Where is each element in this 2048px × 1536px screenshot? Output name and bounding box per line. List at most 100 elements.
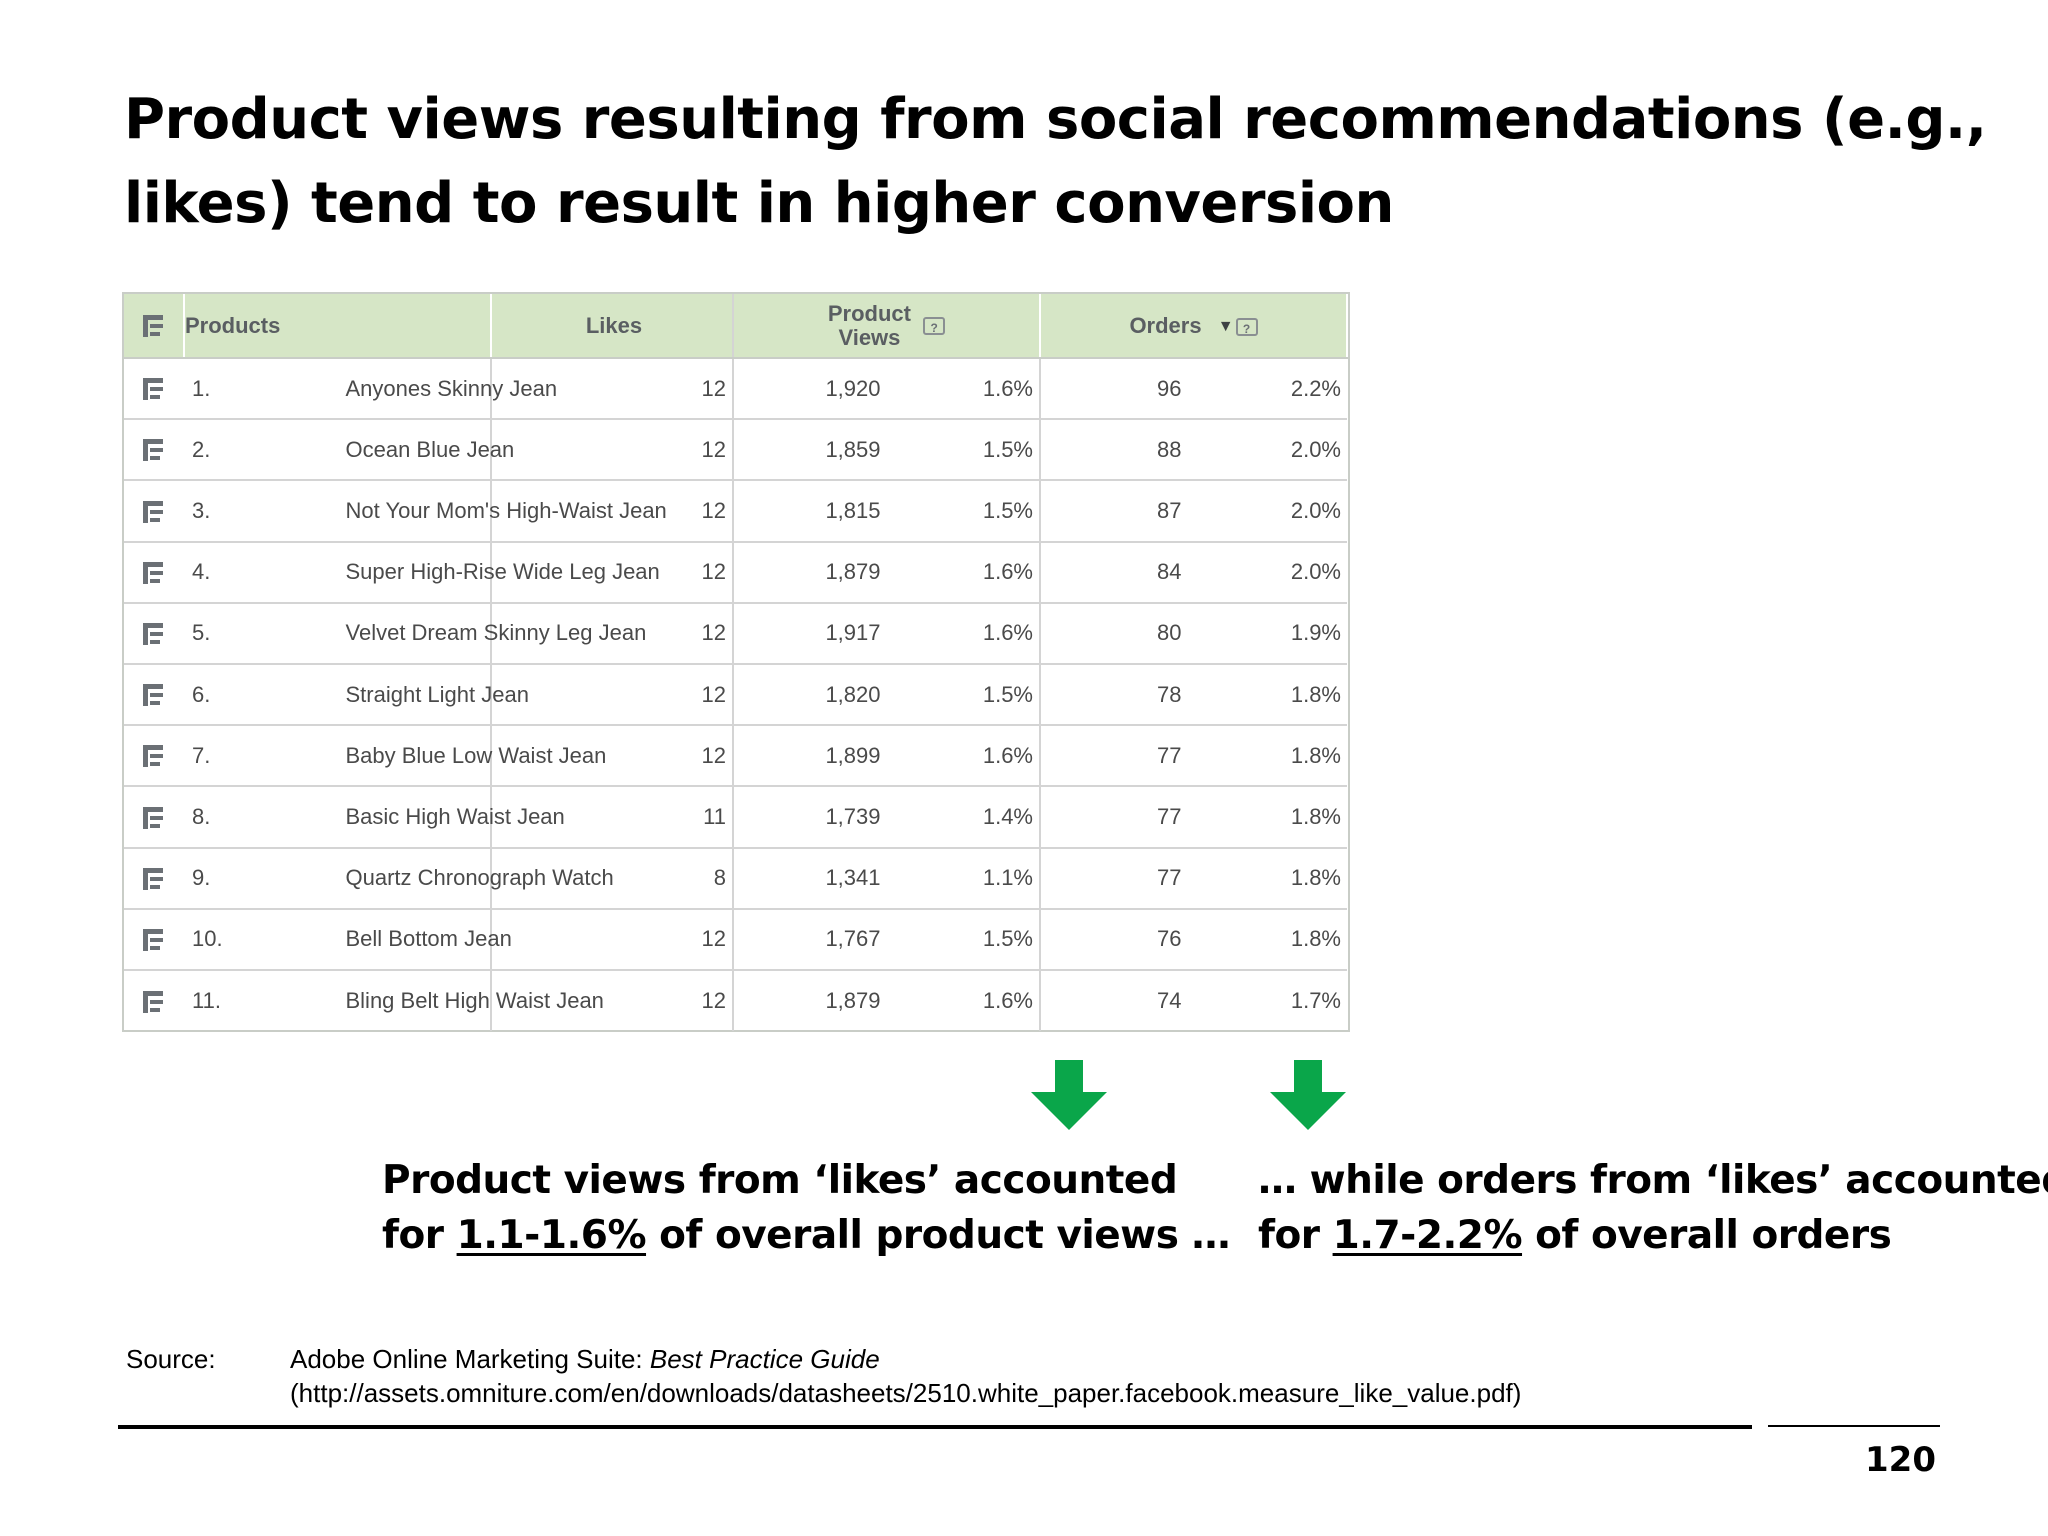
callout-views-line2: for 1.1-1.6% of overall product views …	[382, 1208, 1231, 1263]
row-breakdown-cell[interactable]	[124, 970, 184, 1031]
breakdown-tree-icon[interactable]	[141, 805, 167, 831]
product-views-percent: 1.6%	[886, 541, 1041, 604]
product-name[interactable]: Not Your Mom's High-Waist Jean	[337, 480, 667, 543]
table-header-row: Products Likes Product Views ? Orders ▼?	[124, 294, 1348, 359]
row-number: 6.	[184, 663, 338, 727]
table-row[interactable]: 9. Quartz Chronograph Watch 8 1,341 1.1% 77 1.…	[124, 847, 1347, 910]
likes-count: 12	[491, 480, 734, 543]
row-number: 7.	[184, 725, 338, 788]
breakdown-tree-icon[interactable]	[141, 437, 167, 463]
callout-views-suffix: of overall product views …	[646, 1213, 1231, 1258]
product-name[interactable]: Ocean Blue Jean	[337, 419, 514, 482]
sort-descending-icon[interactable]: ▼	[1217, 317, 1234, 335]
product-name[interactable]: Anyones Skinny Jean	[337, 358, 557, 421]
header-orders[interactable]: Orders ▼?	[1040, 294, 1348, 359]
product-name[interactable]: Basic High Waist Jean	[337, 786, 565, 849]
product-name[interactable]: Bling Belt High Waist Jean	[337, 969, 604, 1032]
breakdown-tree-icon[interactable]	[141, 989, 167, 1015]
help-icon[interactable]: ?	[923, 316, 946, 335]
product-views-count: 1,820	[733, 663, 887, 727]
breakdown-tree-icon[interactable]	[141, 927, 167, 953]
callout-orders-line1: … while orders from ‘likes’ accounted	[1258, 1158, 2048, 1203]
product-views-percent: 1.6%	[886, 725, 1041, 788]
row-breakdown-cell[interactable]	[124, 786, 184, 849]
likes-count: 12	[491, 602, 734, 665]
table-row[interactable]: 7. Baby Blue Low Waist Jean 12 1,899 1.6% 77 1…	[124, 725, 1347, 788]
product-name[interactable]: Straight Light Jean	[337, 663, 529, 727]
header-breakdown-cell[interactable]	[124, 294, 185, 359]
header-product-views[interactable]: Product Views ?	[733, 294, 1041, 359]
product-views-count: 1,767	[733, 908, 887, 971]
header-likes[interactable]: Likes	[491, 294, 734, 359]
callout-product-views: Product views from ‘likes’ accounted for…	[382, 1153, 1231, 1263]
product-name[interactable]: Bell Bottom Jean	[337, 908, 512, 971]
orders-count: 87	[1040, 480, 1194, 543]
row-number: 10.	[184, 908, 338, 971]
breakdown-tree-icon[interactable]	[141, 743, 167, 769]
callout-orders-suffix: of overall orders	[1522, 1213, 1892, 1258]
callout-views-highlight: 1.1-1.6%	[456, 1213, 647, 1258]
table-row[interactable]: 8. Basic High Waist Jean 11 1,739 1.4% 77 1.8%	[124, 786, 1347, 849]
header-products[interactable]: Products	[184, 294, 492, 359]
source-label: Source:	[126, 1344, 216, 1374]
breakdown-tree-icon[interactable]	[141, 376, 167, 402]
likes-count: 12	[491, 541, 734, 604]
table-row[interactable]: 5. Velvet Dream Skinny Leg Jean 12 1,917 1.6…	[124, 602, 1347, 665]
orders-count: 96	[1040, 358, 1194, 421]
callout-views-prefix: for	[382, 1213, 457, 1258]
breakdown-tree-icon[interactable]	[141, 499, 167, 525]
table-row[interactable]: 6. Straight Light Jean 12 1,820 1.5% 78 1.8%	[124, 663, 1347, 727]
row-breakdown-cell[interactable]	[124, 419, 184, 482]
breakdown-tree-icon[interactable]	[141, 866, 167, 892]
source-document-title: Best Practice Guide	[649, 1344, 880, 1374]
row-number: 4.	[184, 541, 338, 604]
orders-percent: 1.8%	[1193, 786, 1347, 849]
table-row[interactable]: 2. Ocean Blue Jean 12 1,859 1.5% 88 2.0%	[124, 419, 1347, 482]
orders-percent: 2.0%	[1193, 419, 1347, 482]
header-product-views-line2: Views	[838, 324, 901, 350]
product-views-percent: 1.1%	[886, 847, 1041, 910]
help-icon[interactable]: ?	[1235, 317, 1258, 336]
orders-percent: 1.8%	[1193, 663, 1347, 727]
table-row[interactable]: 4. Super High-Rise Wide Leg Jean 12 1,879 1.…	[124, 541, 1347, 604]
orders-count: 77	[1040, 786, 1194, 849]
likes-count: 12	[491, 725, 734, 788]
source-publisher: Adobe Online Marketing Suite:	[290, 1344, 650, 1374]
product-name[interactable]: Baby Blue Low Waist Jean	[337, 725, 606, 788]
row-breakdown-cell[interactable]	[124, 725, 184, 788]
table-row[interactable]: 1. Anyones Skinny Jean 12 1,920 1.6% 96 2.2%	[124, 358, 1347, 421]
orders-percent: 2.0%	[1193, 480, 1347, 543]
breakdown-tree-icon[interactable]	[141, 621, 167, 647]
slide-title-line2: likes) tend to result in higher conversi…	[124, 171, 1394, 236]
source-line1: Adobe Online Marketing Suite: Best Pract…	[290, 1342, 1521, 1376]
product-views-count: 1,879	[733, 541, 887, 604]
callout-orders-prefix: for	[1258, 1213, 1333, 1258]
table-row[interactable]: 11. Bling Belt High Waist Jean 12 1,879 1.6%…	[124, 969, 1347, 1032]
row-number: 3.	[184, 480, 338, 543]
callout-views-line1: Product views from ‘likes’ accounted	[382, 1158, 1178, 1203]
row-breakdown-cell[interactable]	[124, 847, 184, 910]
product-views-count: 1,917	[733, 602, 887, 665]
likes-count: 12	[491, 969, 734, 1032]
table-row[interactable]: 3. Not Your Mom's High-Waist Jean 12 1,815 1…	[124, 480, 1347, 543]
table-body: 1. Anyones Skinny Jean 12 1,920 1.6% 96 2.2% 2.…	[124, 358, 1347, 1032]
row-breakdown-cell[interactable]	[124, 602, 184, 665]
product-views-percent: 1.4%	[886, 786, 1041, 849]
orders-percent: 2.2%	[1193, 358, 1347, 421]
row-breakdown-cell[interactable]	[124, 358, 184, 421]
breakdown-tree-icon[interactable]	[141, 560, 167, 586]
product-views-percent: 1.6%	[886, 969, 1041, 1032]
table-row[interactable]: 10. Bell Bottom Jean 12 1,767 1.5% 76 1.8%	[124, 908, 1347, 971]
header-orders-label: Orders	[1129, 312, 1202, 338]
row-breakdown-cell[interactable]	[124, 480, 184, 543]
orders-count: 74	[1157, 987, 1182, 1013]
breakdown-tree-icon[interactable]	[141, 313, 167, 339]
row-breakdown-cell[interactable]	[124, 541, 184, 604]
row-breakdown-cell[interactable]	[124, 663, 184, 727]
product-name[interactable]: Quartz Chronograph Watch	[337, 847, 614, 910]
product-name[interactable]: Velvet Dream Skinny Leg Jean	[337, 602, 646, 665]
orders-count: 77	[1040, 725, 1194, 788]
row-breakdown-cell[interactable]	[124, 908, 184, 971]
breakdown-tree-icon[interactable]	[141, 682, 167, 708]
product-name[interactable]: Super High-Rise Wide Leg Jean	[337, 541, 660, 604]
